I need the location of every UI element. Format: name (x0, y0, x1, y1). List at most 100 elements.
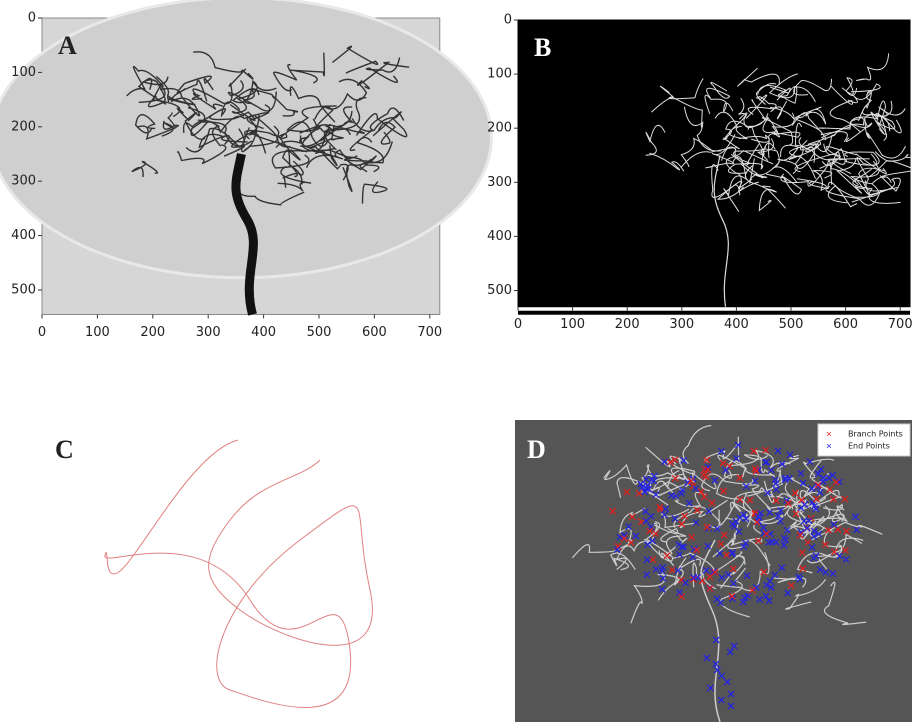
point-marker (676, 550, 683, 558)
x-tick-label: 0 (514, 317, 522, 332)
vessel (299, 124, 338, 155)
point-marker (762, 446, 770, 454)
vessel (795, 106, 827, 125)
vessel (349, 107, 405, 152)
point-marker (798, 496, 805, 504)
point-marker (722, 466, 730, 474)
point-marker (643, 571, 651, 579)
vessel (640, 470, 680, 493)
point-marker (678, 520, 686, 528)
vessel (305, 144, 338, 168)
point-marker (620, 535, 628, 542)
point-marker (662, 505, 670, 513)
point-marker (703, 456, 711, 464)
point-marker (834, 526, 842, 534)
point-marker (706, 585, 714, 592)
vessel (343, 156, 380, 173)
point-marker (784, 589, 792, 597)
point-marker (689, 553, 697, 561)
y-tick-label: 300 (11, 174, 36, 189)
point-marker (700, 471, 708, 479)
x-tick-label: 400 (251, 325, 276, 340)
point-marker (766, 577, 774, 585)
vessel (867, 153, 912, 178)
vessel (679, 499, 728, 529)
point-marker (704, 542, 712, 550)
point-marker (685, 499, 693, 507)
point-marker (787, 582, 795, 589)
y-tick-label: 200 (487, 121, 512, 136)
point-marker (723, 551, 731, 559)
point-marker (700, 493, 708, 501)
point-marker (744, 592, 752, 600)
vessel (356, 61, 410, 90)
vessel (730, 153, 768, 179)
vessel (136, 120, 180, 141)
vessel (658, 527, 687, 559)
point-marker (625, 523, 632, 531)
vessel (240, 127, 291, 153)
vessel (747, 125, 775, 156)
point-marker (616, 533, 624, 541)
point-marker (826, 486, 834, 494)
point-marker (765, 597, 773, 605)
point-marker (829, 495, 837, 503)
point-marker (689, 576, 697, 583)
vessel (177, 144, 227, 165)
point-marker (652, 530, 660, 538)
centerline (104, 439, 373, 708)
point-marker (649, 556, 657, 563)
vessel (630, 571, 666, 624)
point-marker (851, 513, 859, 521)
point-marker (720, 531, 728, 539)
vessel (788, 143, 820, 179)
point-marker (718, 672, 726, 680)
point-marker (676, 588, 683, 596)
point-marker (829, 471, 836, 479)
vessel (759, 469, 783, 498)
point-marker (785, 474, 793, 482)
vessel (816, 537, 864, 570)
point-marker (713, 525, 721, 533)
vessel (244, 114, 277, 140)
point-marker (658, 585, 666, 593)
vessel (272, 64, 298, 92)
vessel (704, 94, 734, 115)
vessel (649, 522, 679, 545)
point-marker (799, 565, 807, 573)
point-marker (768, 538, 776, 546)
vessel-trunk (700, 539, 721, 722)
point-marker (830, 521, 838, 528)
point-marker (650, 477, 658, 485)
vessel (849, 161, 892, 185)
vessel (312, 149, 358, 160)
vessel (745, 94, 777, 119)
point-marker (742, 539, 750, 547)
point-marker (712, 636, 720, 644)
vessel (798, 137, 852, 174)
point-marker (706, 573, 714, 581)
vessel (747, 100, 788, 120)
vessel (829, 85, 861, 133)
axis-bar (518, 310, 911, 315)
point-marker (645, 485, 653, 493)
point-marker (741, 594, 749, 602)
point-marker (808, 543, 816, 551)
vessel (705, 134, 736, 169)
vessel (651, 96, 703, 128)
vessel (192, 68, 247, 105)
point-marker (643, 481, 651, 489)
point-marker (796, 531, 804, 539)
point-marker (730, 579, 737, 587)
vessel (799, 134, 836, 153)
point-marker (816, 566, 824, 574)
vessel (742, 484, 794, 510)
vessel (810, 478, 842, 509)
x-tick-label: 300 (196, 325, 221, 340)
vessel (277, 105, 337, 140)
point-marker (680, 456, 688, 464)
point-marker (719, 487, 727, 495)
x-tick-label: 600 (833, 317, 858, 332)
point-marker (810, 527, 818, 535)
